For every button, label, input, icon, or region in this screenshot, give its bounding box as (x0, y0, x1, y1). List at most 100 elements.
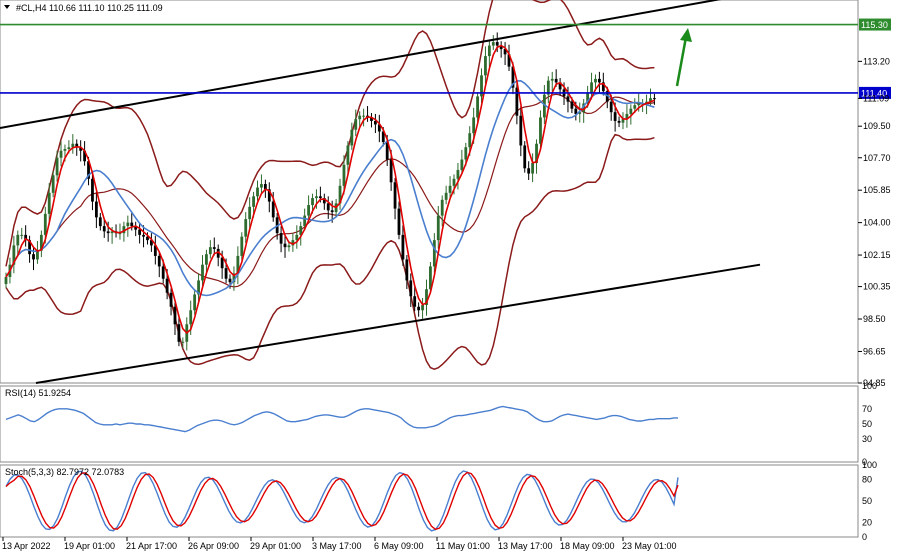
candle-body[interactable] (358, 115, 362, 120)
candle-body[interactable] (621, 119, 625, 123)
candle-body[interactable] (75, 143, 79, 148)
candle-body[interactable] (346, 145, 350, 165)
candle-body[interactable] (303, 215, 307, 227)
candle-body[interactable] (554, 78, 558, 83)
candle-body[interactable] (389, 159, 393, 183)
candle-body[interactable] (130, 222, 134, 227)
candle-body[interactable] (436, 215, 440, 241)
candle-body[interactable] (193, 294, 197, 311)
candle-body[interactable] (354, 119, 358, 130)
candle-body[interactable] (401, 234, 405, 260)
candle-body[interactable] (51, 175, 55, 193)
candle-body[interactable] (330, 210, 334, 213)
candle-body[interactable] (503, 49, 507, 55)
candle-body[interactable] (63, 148, 67, 151)
candle-body[interactable] (613, 112, 617, 121)
candle-body[interactable] (189, 310, 193, 325)
candle-body[interactable] (393, 182, 397, 209)
candle-body[interactable] (71, 143, 75, 148)
candle-body[interactable] (535, 143, 538, 164)
candle-body[interactable] (260, 184, 263, 188)
candle-body[interactable] (283, 243, 287, 248)
candle-body[interactable] (377, 124, 381, 132)
candle-body[interactable] (484, 56, 487, 76)
candle-body[interactable] (181, 341, 185, 343)
candle-body[interactable] (169, 292, 173, 307)
candle-body[interactable] (59, 150, 63, 158)
candle-body[interactable] (413, 296, 417, 307)
candle-body[interactable] (440, 199, 444, 216)
candle-body[interactable] (36, 250, 39, 260)
candle-body[interactable] (429, 266, 432, 290)
candle-body[interactable] (464, 147, 468, 160)
candle-body[interactable] (153, 245, 157, 256)
candle-body[interactable] (491, 42, 495, 46)
candle-body[interactable] (539, 117, 542, 144)
candle-body[interactable] (102, 226, 106, 232)
candle-body[interactable] (279, 233, 283, 244)
candle-body[interactable] (594, 78, 597, 83)
candle-body[interactable] (487, 45, 491, 57)
candle-body[interactable] (315, 196, 318, 199)
candle-body[interactable] (495, 42, 499, 46)
candle-body[interactable] (456, 170, 460, 179)
upper-trend-line[interactable] (0, 0, 745, 129)
candle-body[interactable] (271, 201, 275, 218)
candle-body[interactable] (350, 129, 354, 146)
candle-body[interactable] (362, 115, 366, 117)
candle-body[interactable] (397, 208, 401, 235)
candle-body[interactable] (150, 240, 153, 246)
candle-body[interactable] (409, 280, 413, 297)
candle-body[interactable] (47, 192, 51, 214)
candle-body[interactable] (432, 240, 436, 267)
candle-body[interactable] (582, 103, 586, 113)
candle-body[interactable] (4, 276, 8, 284)
candle-body[interactable] (476, 96, 479, 118)
candle-body[interactable] (122, 226, 126, 234)
candle-body[interactable] (118, 233, 122, 235)
candle-body[interactable] (220, 257, 224, 269)
candle-body[interactable] (126, 222, 130, 227)
candle-body[interactable] (342, 164, 346, 186)
candle-body[interactable] (318, 196, 322, 199)
candle-body[interactable] (381, 131, 385, 142)
candle-body[interactable] (67, 147, 71, 149)
candle-body[interactable] (39, 234, 43, 251)
candle-body[interactable] (244, 219, 248, 237)
candle-body[interactable] (507, 54, 511, 67)
symbol-dropdown-icon[interactable] (4, 5, 10, 9)
candle-body[interactable] (385, 141, 389, 160)
candle-body[interactable] (542, 94, 546, 118)
candle-body[interactable] (55, 157, 59, 176)
candle-body[interactable] (134, 226, 138, 230)
candle-body[interactable] (263, 184, 267, 190)
candle-body[interactable] (633, 105, 637, 109)
candle-body[interactable] (232, 273, 236, 283)
candle-body[interactable] (601, 82, 605, 92)
candle-body[interactable] (586, 92, 590, 104)
candle-body[interactable] (212, 247, 216, 249)
candle-body[interactable] (142, 234, 145, 237)
candle-body[interactable] (79, 147, 83, 151)
candle-body[interactable] (236, 255, 240, 274)
candle-body[interactable] (629, 108, 633, 114)
candle-body[interactable] (287, 245, 291, 248)
candle-body[interactable] (291, 240, 295, 246)
candle-body[interactable] (177, 324, 181, 342)
candle-body[interactable] (370, 117, 373, 121)
candle-body[interactable] (550, 78, 554, 81)
candle-body[interactable] (578, 112, 582, 114)
candle-body[interactable] (161, 266, 165, 279)
candle-body[interactable] (590, 82, 593, 93)
candle-body[interactable] (637, 103, 641, 106)
candle-body[interactable] (32, 254, 35, 260)
candle-body[interactable] (208, 247, 212, 255)
candle-body[interactable] (307, 205, 310, 216)
candle-body[interactable] (460, 159, 464, 171)
candle-body[interactable] (511, 66, 515, 88)
candle-body[interactable] (216, 248, 220, 258)
candle-body[interactable] (527, 168, 531, 174)
candle-body[interactable] (87, 161, 90, 179)
candle-body[interactable] (625, 113, 629, 120)
